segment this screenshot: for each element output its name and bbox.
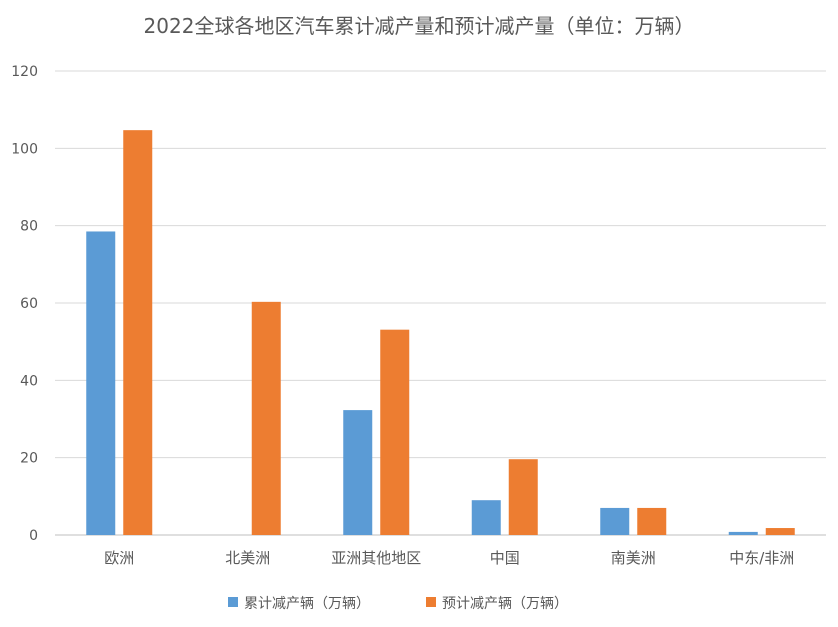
chart-title: 2022全球各地区汽车累计减产量和预计减产量（单位：万辆）: [144, 14, 695, 38]
y-axis-ticks: 0 20 40 60 80 100 120: [11, 64, 38, 544]
y-tick-label: 120: [11, 64, 38, 80]
bar-expected: [251, 301, 281, 535]
bar-cumulative: [728, 531, 758, 535]
x-category-label: 亚洲其他地区: [331, 549, 421, 567]
bars: [86, 130, 795, 535]
legend-swatch: [426, 597, 436, 607]
bar-cumulative: [86, 231, 116, 535]
bar-cumulative: [600, 507, 630, 535]
y-tick-label: 40: [20, 373, 38, 389]
bar-cumulative: [343, 410, 373, 535]
bar-expected: [765, 528, 795, 535]
gridlines: [55, 70, 826, 536]
legend-label: 预计减产辆（万辆）: [442, 596, 568, 612]
bar-expected: [123, 130, 153, 535]
bar-cumulative: [471, 500, 501, 535]
x-category-label: 中国: [490, 549, 520, 567]
legend-swatch: [228, 597, 238, 607]
bar-expected: [637, 507, 667, 535]
y-tick-label: 80: [20, 219, 38, 235]
legend: 累计减产辆（万辆） 预计减产辆（万辆）: [228, 596, 568, 612]
x-axis-labels: 欧洲 北美洲 亚洲其他地区 中国 南美洲 中东/非洲: [104, 549, 794, 567]
legend-label: 累计减产辆（万辆）: [244, 596, 370, 612]
y-tick-label: 60: [20, 296, 38, 312]
x-category-label: 北美洲: [225, 549, 270, 567]
y-tick-label: 100: [11, 141, 38, 157]
y-tick-label: 20: [20, 451, 38, 467]
y-tick-label: 0: [29, 528, 38, 544]
bar-expected: [508, 459, 538, 535]
x-category-label: 南美洲: [611, 549, 656, 567]
bar-expected: [380, 329, 410, 535]
x-category-label: 欧洲: [104, 549, 134, 567]
x-category-label: 中东/非洲: [729, 549, 794, 567]
